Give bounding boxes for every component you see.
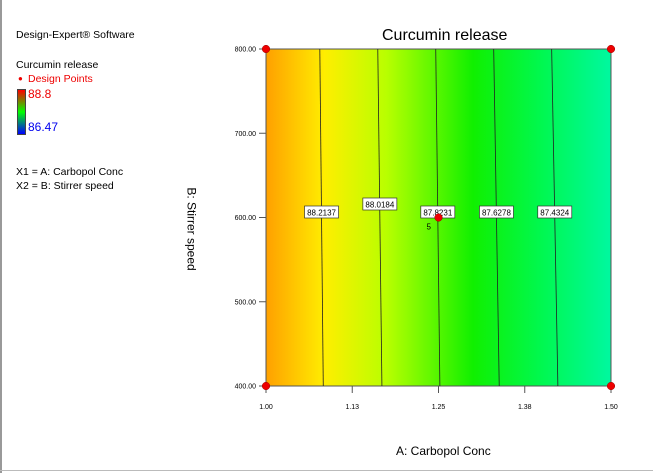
contour-label-box (304, 205, 339, 219)
design-point-icon: ● (18, 74, 23, 83)
design-point (261, 44, 271, 54)
x-axis-label: A: Carbopol Conc (396, 444, 491, 458)
legend-x2: X2 = B: Stirrer speed (16, 180, 114, 192)
design-point (434, 213, 443, 222)
window-border (0, 0, 2, 473)
contour-label-box (362, 197, 398, 211)
legend-low: 86.47 (28, 120, 59, 134)
contour-label: 88.2137 (307, 209, 336, 218)
y-tick-label: 500.00 (235, 299, 257, 306)
x-tick-label: 1.00 (259, 404, 273, 411)
y-tick-label: 800.00 (235, 47, 257, 54)
contour-line (377, 48, 383, 387)
x-tick-label: 1.50 (604, 404, 618, 411)
y-tick-label: 400.00 (235, 384, 257, 391)
contour-label-box (479, 205, 514, 219)
x-tick-label: 1.38 (518, 404, 532, 411)
y-tick-label: 600.00 (235, 215, 257, 222)
y-tick-label: 700.00 (235, 131, 257, 138)
contour-label-box (537, 205, 573, 219)
legend-x1: X1 = A: Carbopol Conc (16, 166, 124, 178)
x-tick-label: 1.13 (345, 404, 359, 411)
software-name: Design-Expert® Software (16, 29, 135, 41)
design-points-label: Design Points (28, 73, 93, 85)
design-point (606, 44, 616, 54)
legend-response: Curcumin release (16, 59, 99, 71)
contour-label: 87.6278 (482, 209, 511, 218)
contour-label: 87.4324 (540, 209, 569, 218)
legend-high: 88.8 (28, 87, 52, 101)
design-point-count: 5 (427, 223, 432, 232)
color-scale-bar (17, 89, 26, 135)
x-tick-label: 1.25 (432, 404, 446, 411)
chart-title: Curcumin release (382, 27, 508, 44)
bottom-border (0, 470, 653, 471)
design-point (261, 381, 271, 391)
contour-label: 87.8231 (423, 209, 452, 218)
contour-label: 88.0184 (365, 201, 394, 210)
design-point (606, 381, 616, 391)
